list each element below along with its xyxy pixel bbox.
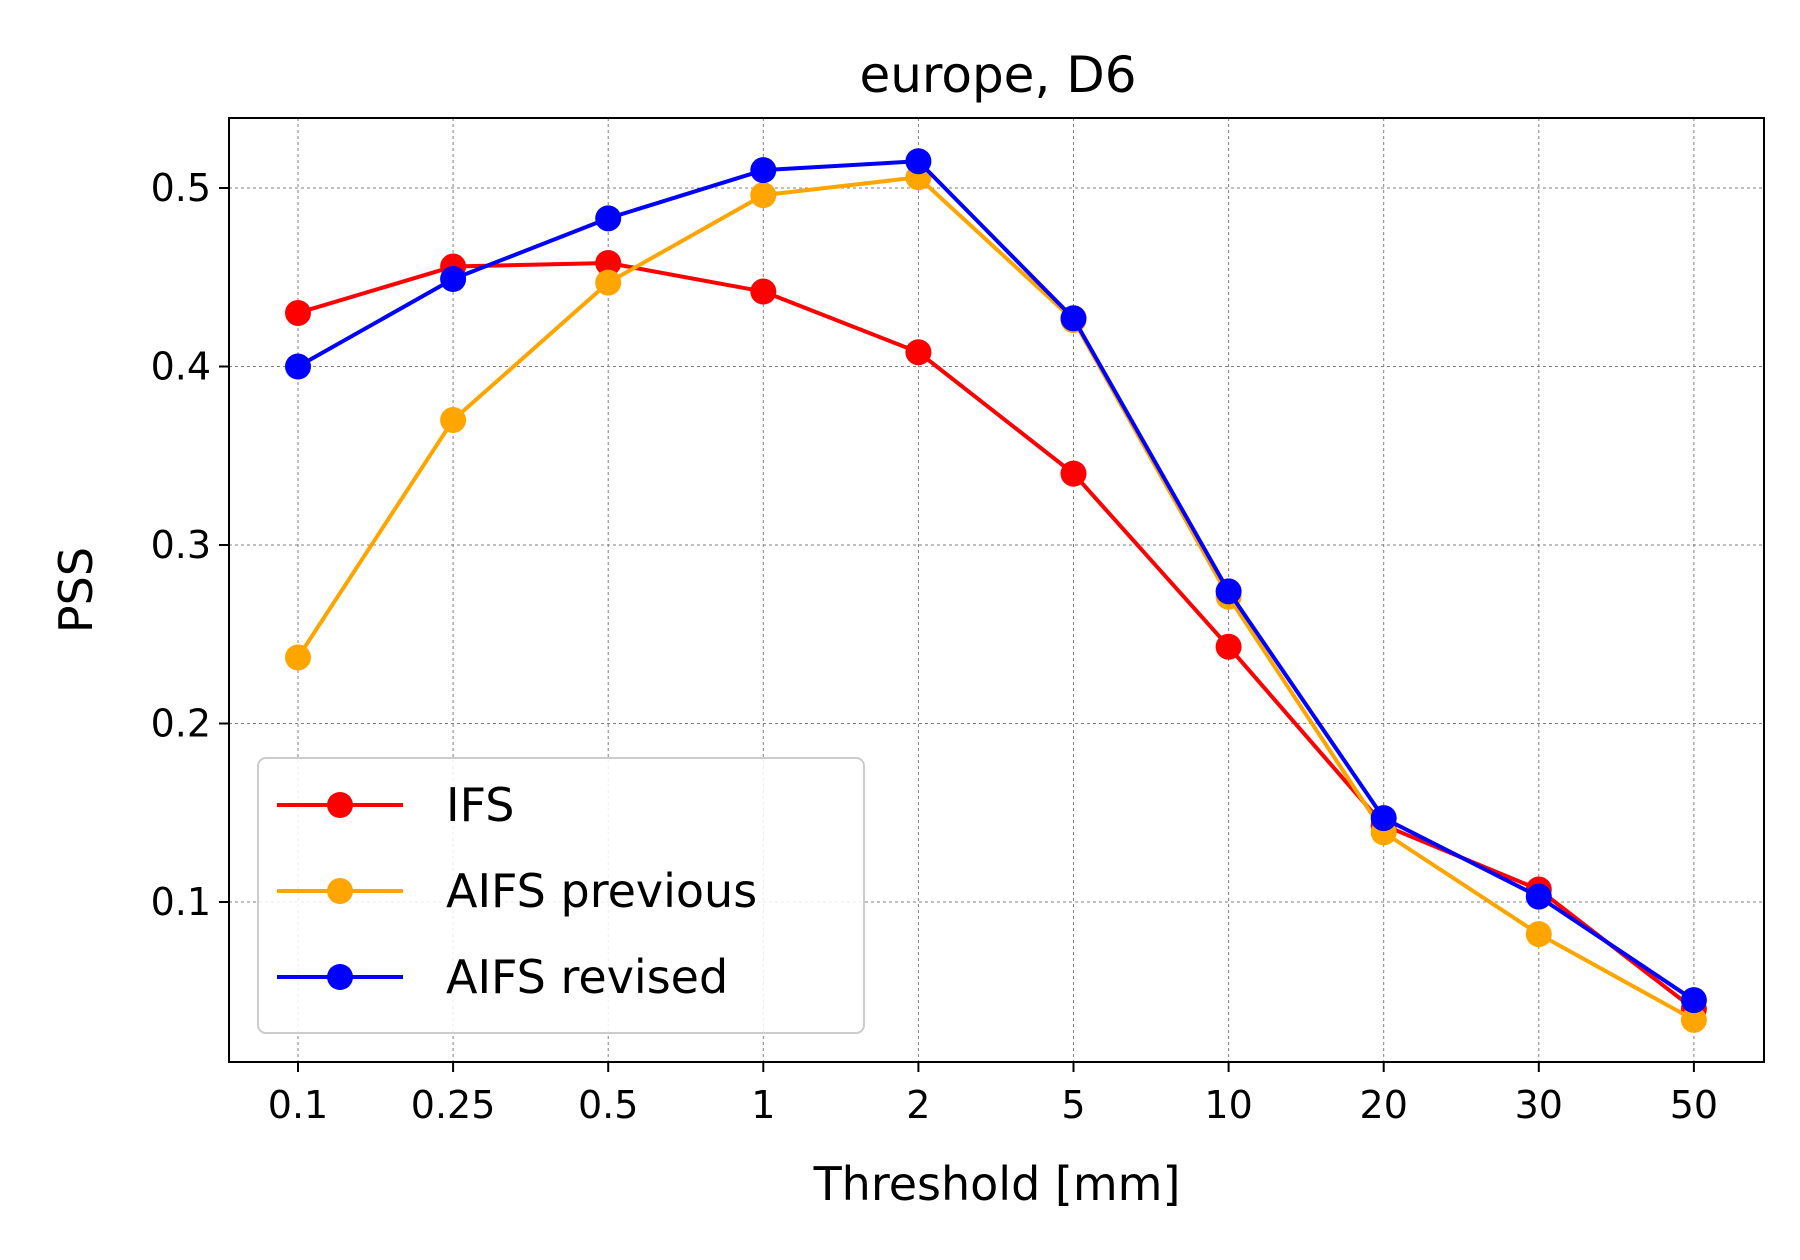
legend: IFS AIFS previous AIFS revised	[257, 757, 865, 1034]
data-point	[285, 299, 311, 326]
data-point	[1680, 1006, 1707, 1033]
x-tick-label: 0.25	[411, 1083, 496, 1127]
chart-title: europe, D6	[859, 46, 1136, 104]
data-point	[1370, 805, 1397, 832]
legend-marker	[327, 792, 353, 818]
x-tick-label: 1	[751, 1083, 775, 1127]
legend-item: IFS	[277, 778, 514, 832]
x-tick-label: 2	[906, 1083, 930, 1127]
legend-label: IFS	[446, 778, 514, 832]
legend-item: AIFS revised	[277, 950, 728, 1004]
data-point	[905, 339, 932, 366]
data-point	[285, 644, 311, 671]
series-line	[296, 175, 1695, 1022]
data-point	[1060, 460, 1087, 487]
legend-label: AIFS revised	[446, 950, 728, 1004]
data-point	[750, 278, 777, 305]
data-point	[1680, 987, 1707, 1014]
legend-item: AIFS previous	[277, 864, 757, 918]
data-point	[750, 182, 777, 209]
y-tick-label: 0.1	[151, 880, 211, 924]
series-line	[297, 159, 1696, 1002]
x-tick-label: 30	[1515, 1083, 1563, 1127]
data-point	[440, 407, 467, 434]
data-point	[905, 148, 932, 175]
data-point	[1525, 921, 1552, 948]
data-point	[595, 269, 622, 296]
legend-label: AIFS previous	[446, 864, 757, 918]
plot-frame	[228, 117, 1765, 1063]
series-aifs-revised	[285, 148, 1707, 1014]
y-tick-label: 0.3	[151, 523, 211, 567]
y-tick-label: 0.2	[151, 702, 211, 746]
data-point	[750, 157, 777, 184]
legend-marker	[327, 964, 353, 990]
legend-marker	[327, 878, 353, 904]
x-tick-label: 50	[1670, 1083, 1718, 1127]
data-point	[1525, 883, 1552, 910]
data-point	[285, 353, 311, 380]
data-point	[1215, 578, 1242, 605]
x-axis-ticks: 0.1 0.25 0.5 1 2 5 10 20 30 50	[268, 1062, 1718, 1127]
y-tick-label: 0.5	[151, 166, 211, 210]
y-tick-label: 0.4	[151, 345, 211, 389]
data-point	[1060, 305, 1087, 332]
data-point	[595, 205, 622, 232]
data-point	[1215, 633, 1242, 660]
x-tick-label: 5	[1061, 1083, 1085, 1127]
plot-area	[285, 148, 1707, 1033]
legend-box	[257, 757, 865, 1034]
x-tick-label: 0.5	[578, 1083, 638, 1127]
x-tick-label: 10	[1204, 1083, 1252, 1127]
y-axis-ticks: 0.1 0.2 0.3 0.4 0.5	[151, 166, 229, 924]
y-axis-label: PSS	[49, 547, 103, 633]
data-point	[595, 249, 622, 276]
x-axis-label: Threshold [mm]	[813, 1157, 1181, 1211]
x-tick-label: 0.1	[268, 1083, 328, 1127]
x-tick-label: 20	[1360, 1083, 1408, 1127]
data-point	[440, 266, 467, 293]
